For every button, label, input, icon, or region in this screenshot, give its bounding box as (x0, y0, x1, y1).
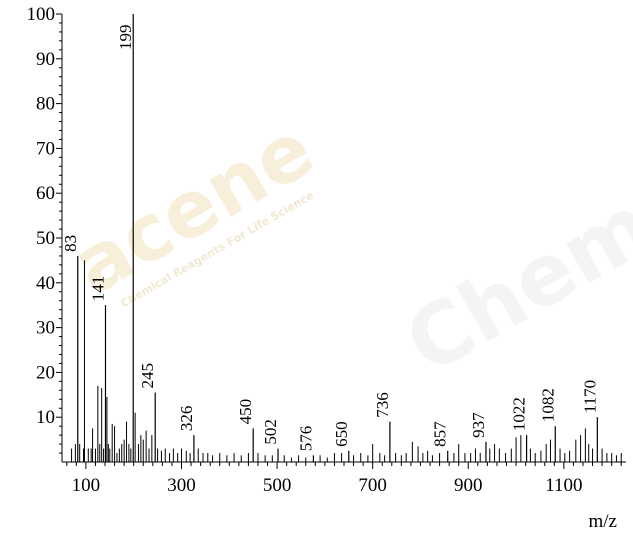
peak-label: 1022 (510, 397, 529, 431)
axes: 10 20 30 40 50 60 70 80 90 100 100 300 500 700 900 1100 (27, 4, 626, 496)
y-tick-label: 70 (36, 138, 55, 159)
peak-label: 245 (138, 363, 157, 389)
x-tick-label: 100 (72, 475, 101, 496)
y-tick-label: 40 (36, 273, 55, 294)
peak-label: 141 (88, 276, 107, 302)
y-tick-label: 20 (36, 362, 55, 383)
y-tick-label: 90 (36, 49, 55, 70)
y-tick-label: 80 (36, 94, 55, 115)
watermark-word: Chem (389, 175, 633, 393)
x-tick-label: 1100 (545, 475, 582, 496)
watermark: acene Chemical Reagents For Life Science… (58, 104, 633, 393)
peak-label: 857 (431, 421, 450, 447)
y-tick-label: 30 (36, 318, 55, 339)
y-tick-label: 10 (36, 407, 55, 428)
peak-label: 736 (373, 392, 392, 418)
peak-label: 576 (296, 426, 315, 452)
peak-label: 199 (116, 25, 135, 51)
peak-label: 502 (261, 419, 280, 445)
x-axis-label: m/z (589, 511, 618, 532)
peaks (71, 14, 622, 462)
x-tick-label: 500 (263, 475, 292, 496)
y-tick-label: 60 (36, 183, 55, 204)
x-tick-label: 900 (454, 475, 483, 496)
peak-label: 83 (61, 235, 80, 252)
peak-labels: 83 141 199 245 326 450 502 576 650 736 857 937 1022 1… (61, 25, 600, 452)
peak-label: 450 (236, 399, 255, 425)
peak-label: 1170 (580, 380, 599, 413)
x-tick-label: 300 (167, 475, 196, 496)
peak-label: 1082 (538, 388, 557, 422)
y-tick-label: 50 (36, 228, 55, 249)
peak-label: 650 (332, 421, 351, 447)
y-tick-label: 100 (27, 4, 56, 25)
peak-label: 326 (177, 406, 196, 432)
peak-label: 937 (469, 412, 488, 438)
x-tick-label: 700 (358, 475, 387, 496)
